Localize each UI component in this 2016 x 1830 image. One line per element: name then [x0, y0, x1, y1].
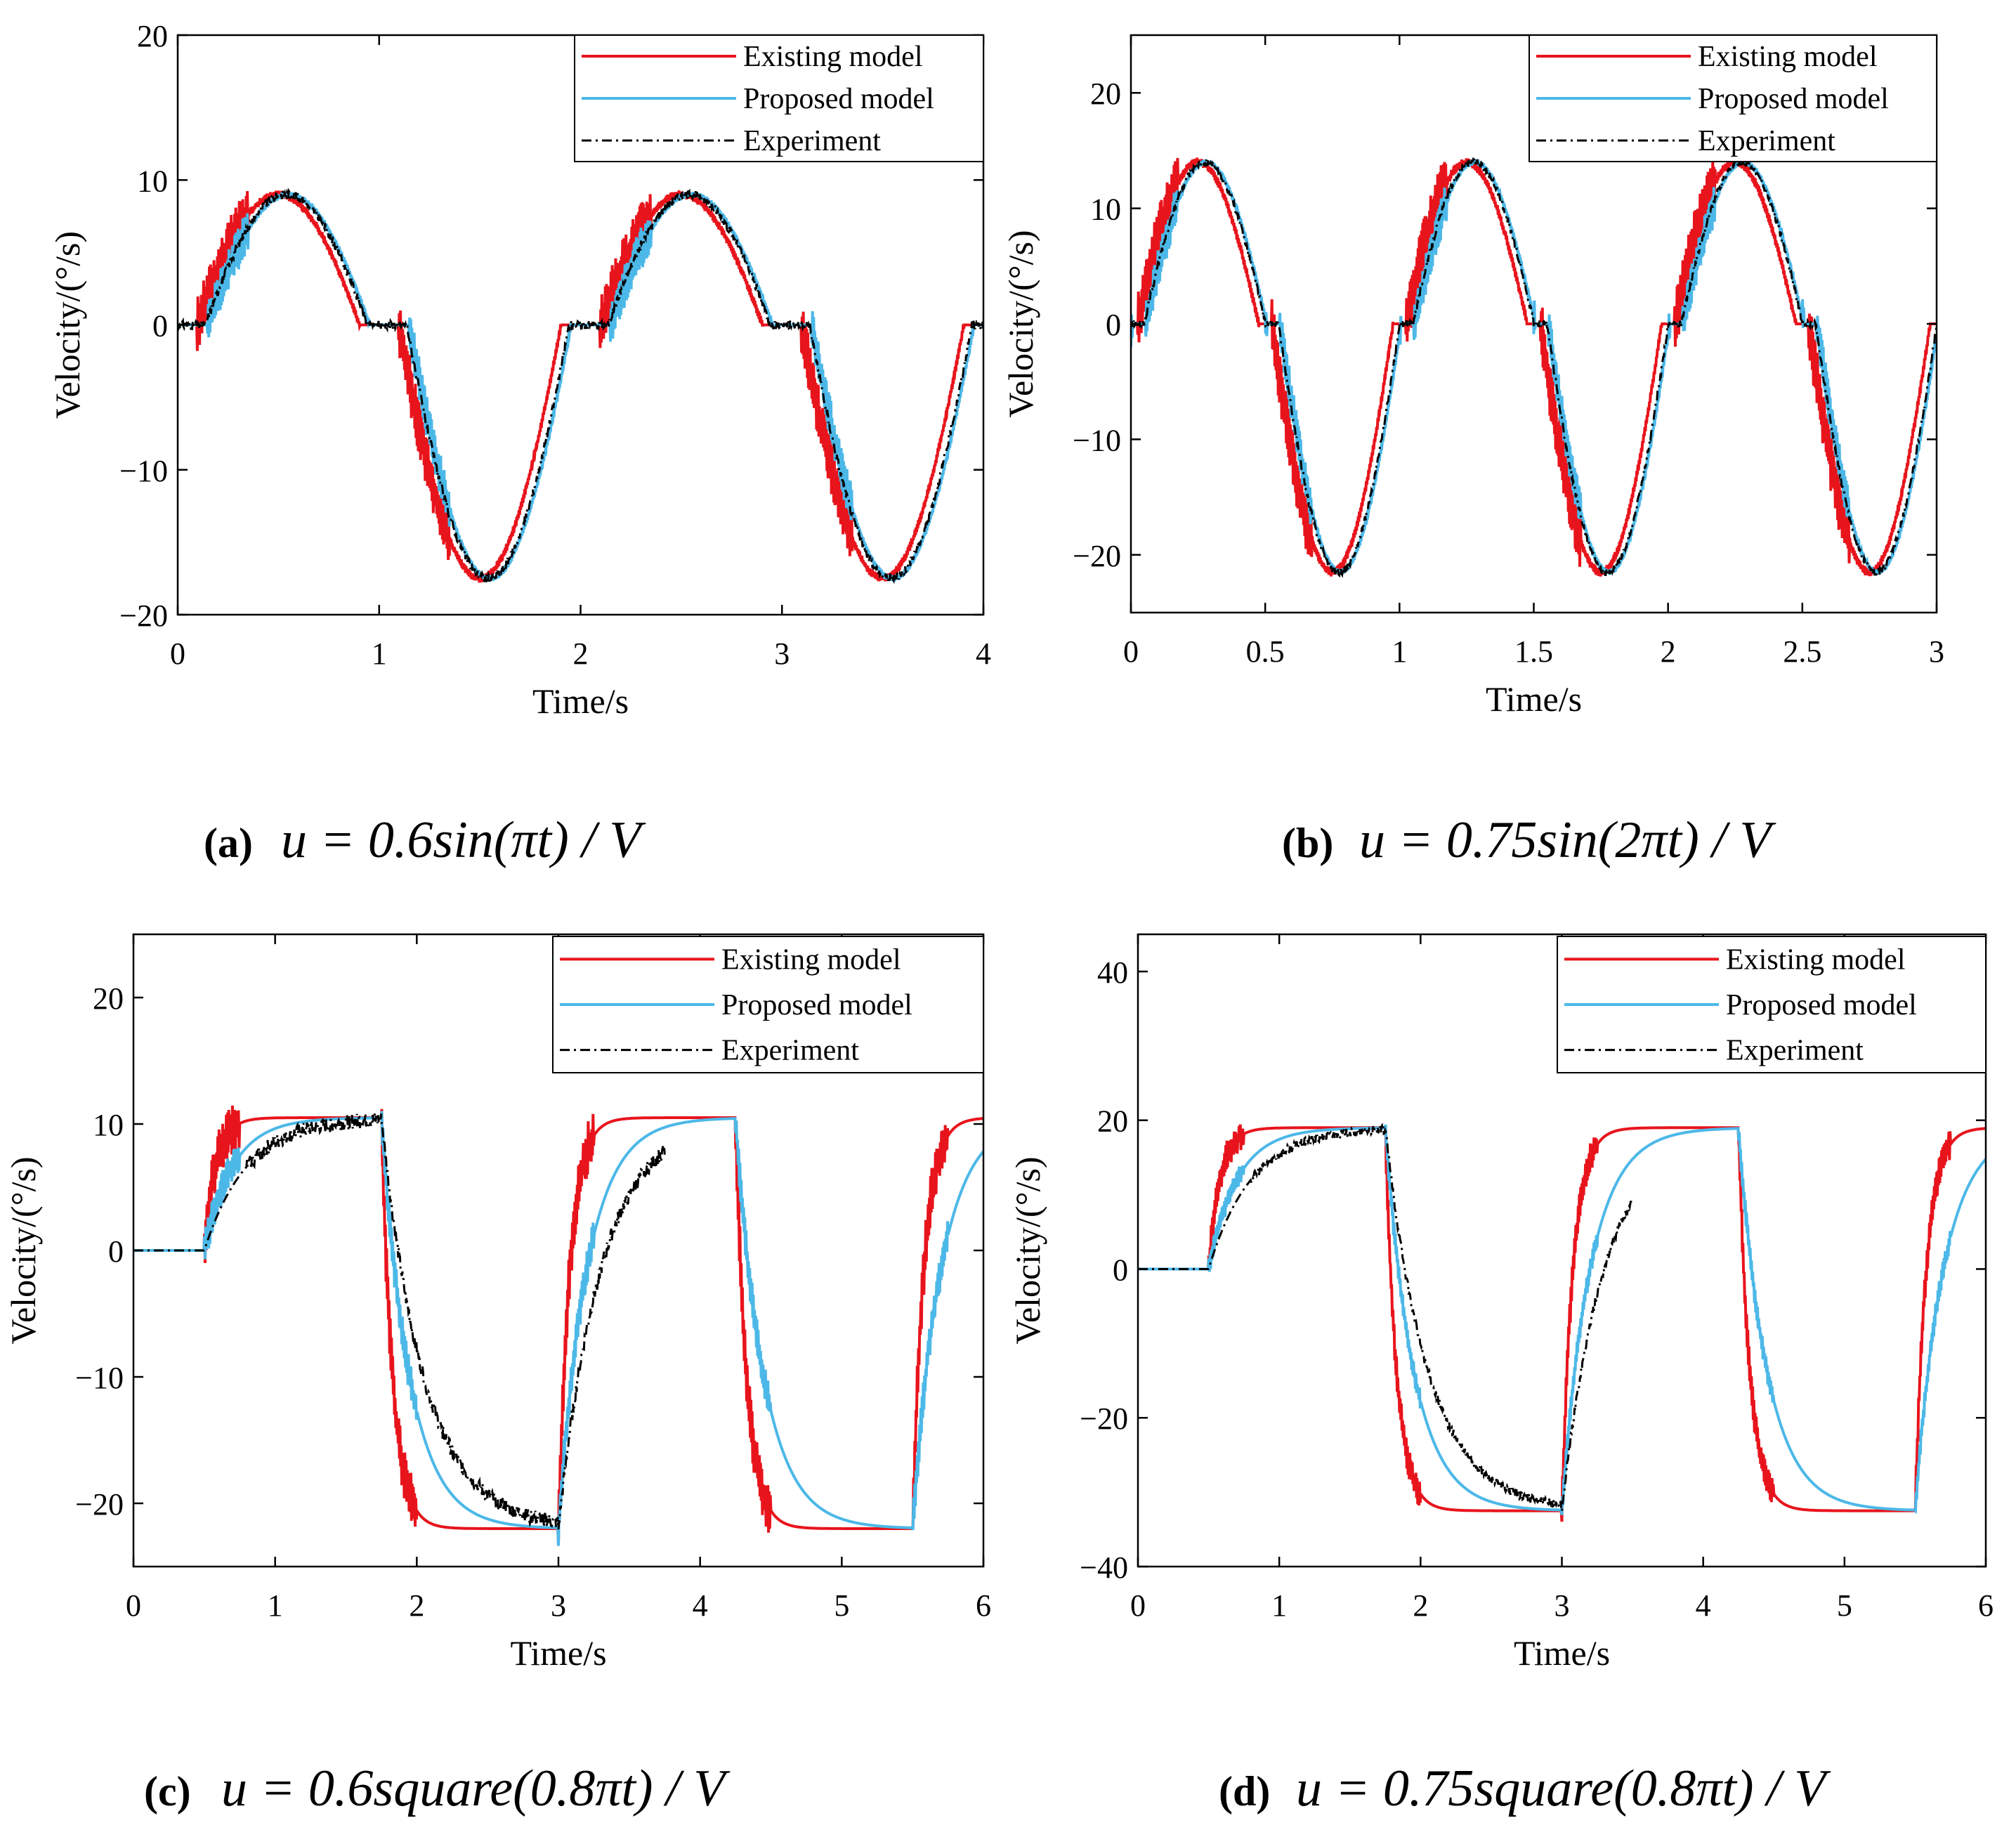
legend-label-proposed: Proposed model: [743, 83, 934, 115]
x-tick-label: 2.5: [1783, 634, 1821, 669]
x-tick-label: 5: [1837, 1588, 1852, 1623]
y-tick-label: −10: [1073, 423, 1121, 457]
caption-label: (b): [1282, 820, 1333, 866]
caption-label: (a): [204, 820, 253, 866]
x-tick-label: 0.5: [1246, 634, 1285, 669]
x-tick-label: 0: [126, 1588, 141, 1623]
x-tick-label: 4: [1696, 1588, 1711, 1623]
legend-label-experiment: Experiment: [743, 125, 881, 157]
x-tick-label: 4: [693, 1588, 708, 1623]
y-tick-label: 10: [1090, 192, 1121, 227]
y-tick-label: 20: [93, 981, 124, 1016]
x-tick-label: 1: [268, 1588, 283, 1623]
legend-label-proposed: Proposed model: [1698, 83, 1889, 115]
y-tick-label: 10: [93, 1108, 124, 1142]
series-line-experiment-a: [178, 188, 983, 586]
y-tick-label: 10: [137, 164, 168, 198]
y-axis-label: Velocity/(°/s): [48, 231, 87, 419]
caption-formula: u = 0.6square(0.8πt) / V: [221, 1760, 731, 1817]
x-tick-label: 0: [170, 636, 185, 671]
legend-label-proposed: Proposed model: [1726, 989, 1917, 1021]
x-axis-label: Time/s: [532, 681, 629, 721]
y-tick-label: −10: [119, 454, 168, 488]
y-tick-label: 20: [1097, 1104, 1128, 1139]
chart-panel-b: 0 0.5 1 1.5 2 2.5 3 −20 −10 0 10 20 Time/s Velocity/(…: [1001, 34, 1944, 869]
y-axis-label: Velocity/(°/s): [1001, 230, 1040, 417]
legend-label-experiment: Experiment: [1726, 1035, 1864, 1067]
series-line-proposed-d: [1138, 1124, 1986, 1515]
x-tick-label: 1: [1271, 1588, 1287, 1623]
chart-panel-a: 0 1 2 3 4 −20 −10 0 10 20 Time/s Velocity/(°/s) Exis…: [48, 19, 991, 869]
caption-label: (d): [1219, 1768, 1270, 1815]
x-tick-label: 3: [1554, 1588, 1570, 1623]
y-tick-label: −20: [119, 599, 168, 633]
y-tick-label: 0: [108, 1234, 124, 1269]
x-axis-label: Time/s: [1514, 1633, 1610, 1673]
x-tick-label: 2: [409, 1588, 424, 1623]
x-tick-label: 0: [1123, 634, 1139, 669]
y-tick-label: 0: [1113, 1253, 1128, 1287]
x-tick-label: 1.5: [1514, 634, 1553, 669]
y-axis-label: Velocity/(°/s): [1008, 1156, 1047, 1344]
chart-panel-d: 0 1 2 3 4 5 6 −40 −20 0 20 40 Time/s Velocity/(°/s) Ex…: [1008, 933, 1994, 1817]
x-tick-label: 3: [774, 636, 790, 671]
y-tick-label: −40: [1080, 1550, 1128, 1585]
y-tick-label: −20: [1073, 539, 1121, 573]
y-tick-label: 40: [1097, 955, 1128, 990]
x-axis-label: Time/s: [1486, 679, 1582, 719]
y-tick-label: 0: [152, 309, 168, 344]
y-tick-label: −20: [75, 1487, 124, 1522]
legend-label-experiment: Experiment: [1698, 125, 1835, 157]
x-tick-label: 1: [372, 636, 387, 671]
series-line-existing-c: [133, 1105, 983, 1543]
x-tick-label: 1: [1392, 634, 1407, 669]
legend-label-existing: Existing model: [743, 41, 923, 73]
x-tick-label: 3: [551, 1588, 566, 1623]
y-tick-label: 0: [1106, 308, 1121, 342]
x-tick-label: 0: [1130, 1588, 1146, 1623]
legend-label-experiment: Experiment: [721, 1035, 859, 1067]
caption-formula: u = 0.75square(0.8πt) / V: [1296, 1760, 1831, 1817]
caption-formula: u = 0.75sin(2πt) / V: [1359, 811, 1776, 869]
legend-label-existing: Existing model: [721, 943, 901, 976]
series-line-existing-a: [178, 190, 983, 583]
series-line-proposed-a: [178, 191, 983, 582]
x-tick-label: 6: [976, 1588, 991, 1623]
y-tick-label: 20: [1090, 77, 1121, 111]
x-tick-label: 6: [1978, 1588, 1994, 1623]
x-tick-label: 2: [1413, 1588, 1428, 1623]
series-line-proposed-c: [133, 1111, 983, 1546]
legend-label-proposed: Proposed model: [721, 989, 912, 1021]
caption-label: (c): [144, 1768, 191, 1815]
x-tick-label: 3: [1929, 634, 1944, 669]
series-line-experiment-b: [1131, 157, 1937, 579]
legend-label-existing: Existing model: [1698, 41, 1878, 73]
chart-panel-c: 0 1 2 3 4 5 6 −20 −10 0 10 20 Time/s Velocity/(°/s) Ex…: [4, 933, 991, 1817]
y-axis-label: Velocity/(°/s): [4, 1156, 43, 1344]
series-line-existing-b: [1131, 157, 1937, 577]
legend-label-existing: Existing model: [1726, 943, 1906, 976]
x-axis-label: Time/s: [510, 1633, 606, 1673]
x-tick-label: 4: [976, 636, 991, 671]
x-tick-label: 5: [834, 1588, 849, 1623]
caption-formula: u = 0.6sin(πt) / V: [281, 811, 646, 869]
series-line-experiment-d: [1138, 1123, 1633, 1512]
x-tick-label: 2: [1661, 634, 1676, 669]
y-tick-label: 20: [137, 19, 168, 53]
series-line-existing-d: [1138, 1124, 1986, 1522]
y-tick-label: −20: [1080, 1401, 1128, 1436]
x-tick-label: 2: [573, 636, 589, 671]
y-tick-label: −10: [75, 1361, 124, 1395]
